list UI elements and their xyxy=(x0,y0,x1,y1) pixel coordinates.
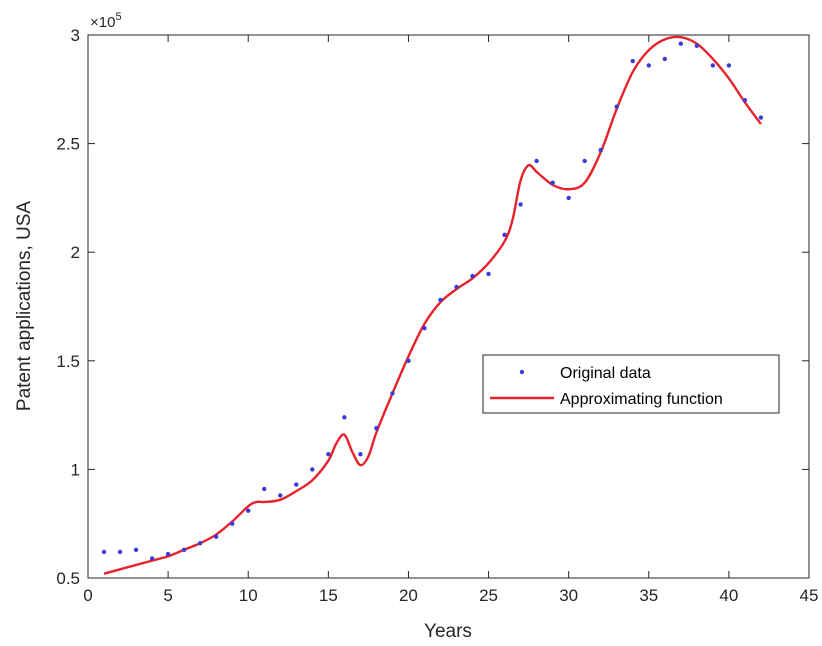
original-data-point xyxy=(230,521,235,526)
original-data-point xyxy=(342,415,347,420)
y-axis-multiplier: ×105 xyxy=(90,11,122,31)
original-data-point xyxy=(598,147,603,153)
y-tick-label: 0.5 xyxy=(56,569,80,588)
original-data-point xyxy=(278,493,283,498)
original-data-point xyxy=(630,58,635,64)
original-data-point xyxy=(614,104,619,109)
y-multiplier-base: ×10 xyxy=(90,14,115,31)
original-data-point xyxy=(197,541,203,546)
original-data-point xyxy=(710,63,716,68)
original-data-point xyxy=(758,115,764,120)
y-tick-label: 3 xyxy=(71,26,80,45)
original-data-point xyxy=(117,549,123,555)
x-tick-label: 35 xyxy=(639,586,658,605)
legend-label-original-data: Original data xyxy=(560,365,651,382)
legend-label-approximating-function: Approximating function xyxy=(560,391,723,408)
y-tick-label: 2 xyxy=(71,243,80,262)
original-data-point xyxy=(133,547,139,552)
original-data-point xyxy=(694,43,700,49)
x-tick-label: 25 xyxy=(479,586,498,605)
x-tick-label: 20 xyxy=(399,586,418,605)
original-data-point xyxy=(566,195,571,201)
original-data-point xyxy=(390,391,395,396)
original-data-point xyxy=(726,63,732,68)
original-data-point xyxy=(358,451,363,457)
original-data-point xyxy=(326,451,331,457)
original-data-point xyxy=(582,158,587,164)
original-data-point xyxy=(165,551,171,557)
original-data-point xyxy=(262,486,267,492)
original-data-point xyxy=(470,273,475,279)
original-data-point xyxy=(101,549,107,555)
x-axis-ticks: 0 5 10 15 20 25 30 35 40 45 xyxy=(83,35,818,605)
x-axis-label: Years xyxy=(424,621,472,642)
original-data-point xyxy=(518,202,523,207)
x-tick-label: 30 xyxy=(559,586,578,605)
legend-box xyxy=(482,354,780,414)
original-data-point xyxy=(246,508,251,513)
original-data-point xyxy=(294,482,299,487)
y-axis-label: Patent applications, USA xyxy=(14,201,35,412)
original-data-point xyxy=(310,467,315,472)
original-data-point xyxy=(662,56,667,62)
x-tick-label: 45 xyxy=(800,586,819,605)
y-tick-label: 2.5 xyxy=(56,135,80,154)
y-tick-label: 1.5 xyxy=(56,352,80,371)
x-tick-label: 10 xyxy=(239,586,258,605)
legend: Original data Approximating function xyxy=(482,354,780,414)
original-data-point xyxy=(502,232,507,238)
original-data-point xyxy=(454,284,459,290)
x-tick-label: 5 xyxy=(163,586,172,605)
original-data-point xyxy=(181,547,187,552)
x-tick-label: 0 xyxy=(83,586,92,605)
original-data-point xyxy=(742,97,748,103)
original-data-point xyxy=(678,41,684,46)
original-data-point xyxy=(646,63,651,68)
legend-marker-original-data xyxy=(519,369,525,375)
y-axis-ticks: 0.5 1 1.5 2 2.5 3 xyxy=(56,26,809,588)
original-data-point xyxy=(550,180,555,185)
original-data-series xyxy=(101,41,764,561)
original-data-point xyxy=(374,425,379,431)
original-data-point xyxy=(438,297,443,303)
y-multiplier-exponent: 5 xyxy=(115,11,121,23)
x-tick-label: 15 xyxy=(319,586,338,605)
original-data-point xyxy=(213,534,219,539)
x-tick-label: 40 xyxy=(719,586,738,605)
original-data-point xyxy=(149,556,155,561)
original-data-point xyxy=(486,271,491,277)
original-data-point xyxy=(422,326,427,331)
original-data-point xyxy=(406,358,411,363)
original-data-point xyxy=(534,158,539,164)
plot-area xyxy=(87,34,810,579)
y-tick-label: 1 xyxy=(71,460,80,479)
